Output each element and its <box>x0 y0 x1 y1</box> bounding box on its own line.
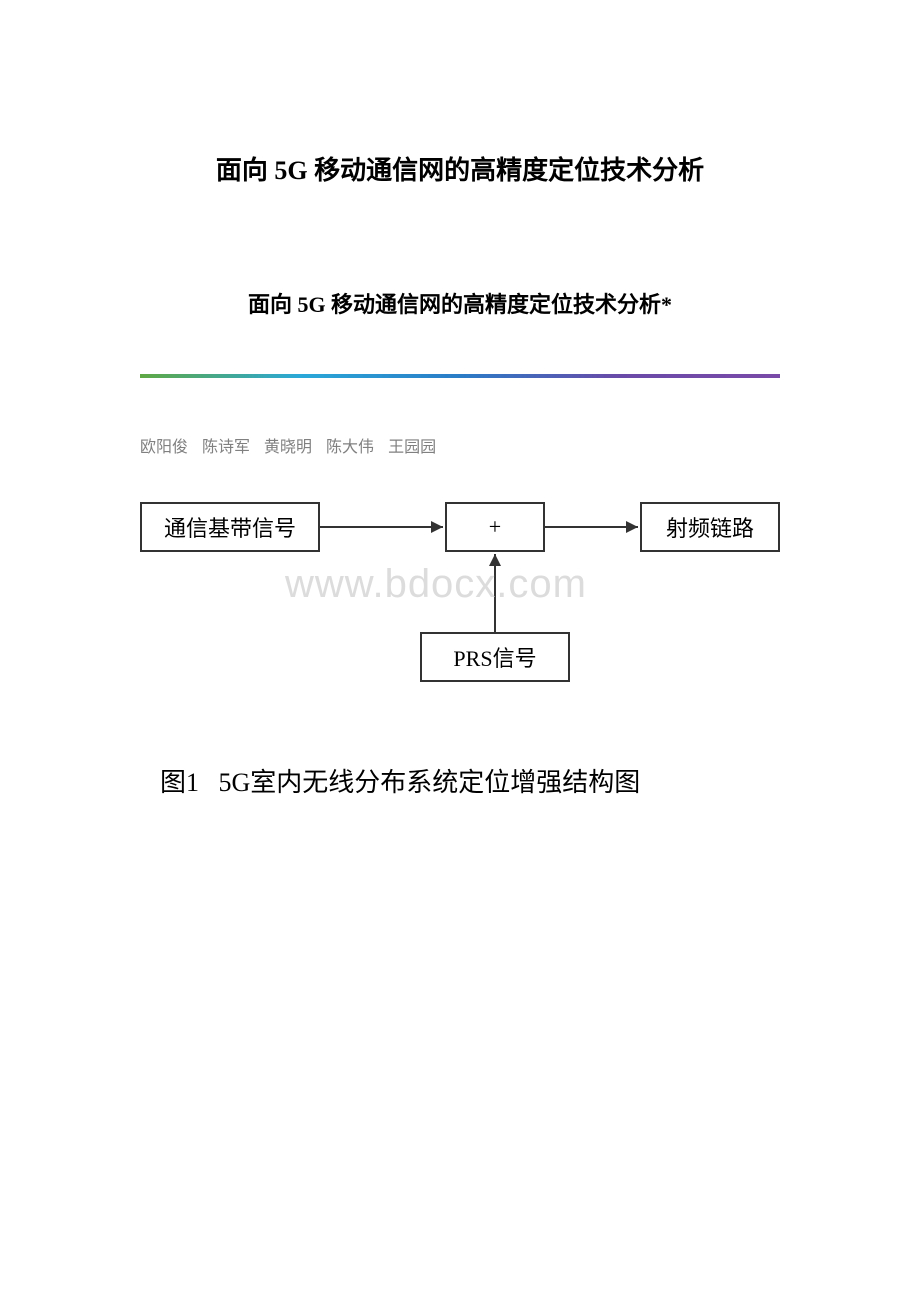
author-name: 陈诗军 <box>202 439 250 456</box>
document-page: 面向 5G 移动通信网的高精度定位技术分析 面向 5G 移动通信网的高精度定位技… <box>0 0 920 859</box>
author-name: 欧阳俊 <box>140 439 188 456</box>
flowchart-node: 射频链路 <box>640 502 780 552</box>
sub-title: 面向 5G 移动通信网的高精度定位技术分析* <box>140 287 780 319</box>
authors-line: 欧阳俊陈诗军黄晓明陈大伟王园园 <box>140 433 780 457</box>
caption-prefix: 图1 <box>160 768 199 797</box>
caption-text: 5G室内无线分布系统定位增强结构图 <box>219 768 641 797</box>
main-title: 面向 5G 移动通信网的高精度定位技术分析 <box>140 150 780 187</box>
author-name: 陈大伟 <box>326 439 374 456</box>
flowchart-diagram: www.bdocx.com 通信基带信号 + 射频链路 PRS信号 <box>140 502 780 702</box>
author-name: 黄晓明 <box>264 439 312 456</box>
figure-caption: 图1 5G室内无线分布系统定位增强结构图 <box>160 762 780 799</box>
flowchart-node: + <box>445 502 545 552</box>
watermark-text: www.bdocx.com <box>285 562 587 607</box>
author-name: 王园园 <box>388 439 436 456</box>
flowchart-node: PRS信号 <box>420 632 570 682</box>
divider-gradient <box>140 374 780 378</box>
flowchart-node: 通信基带信号 <box>140 502 320 552</box>
